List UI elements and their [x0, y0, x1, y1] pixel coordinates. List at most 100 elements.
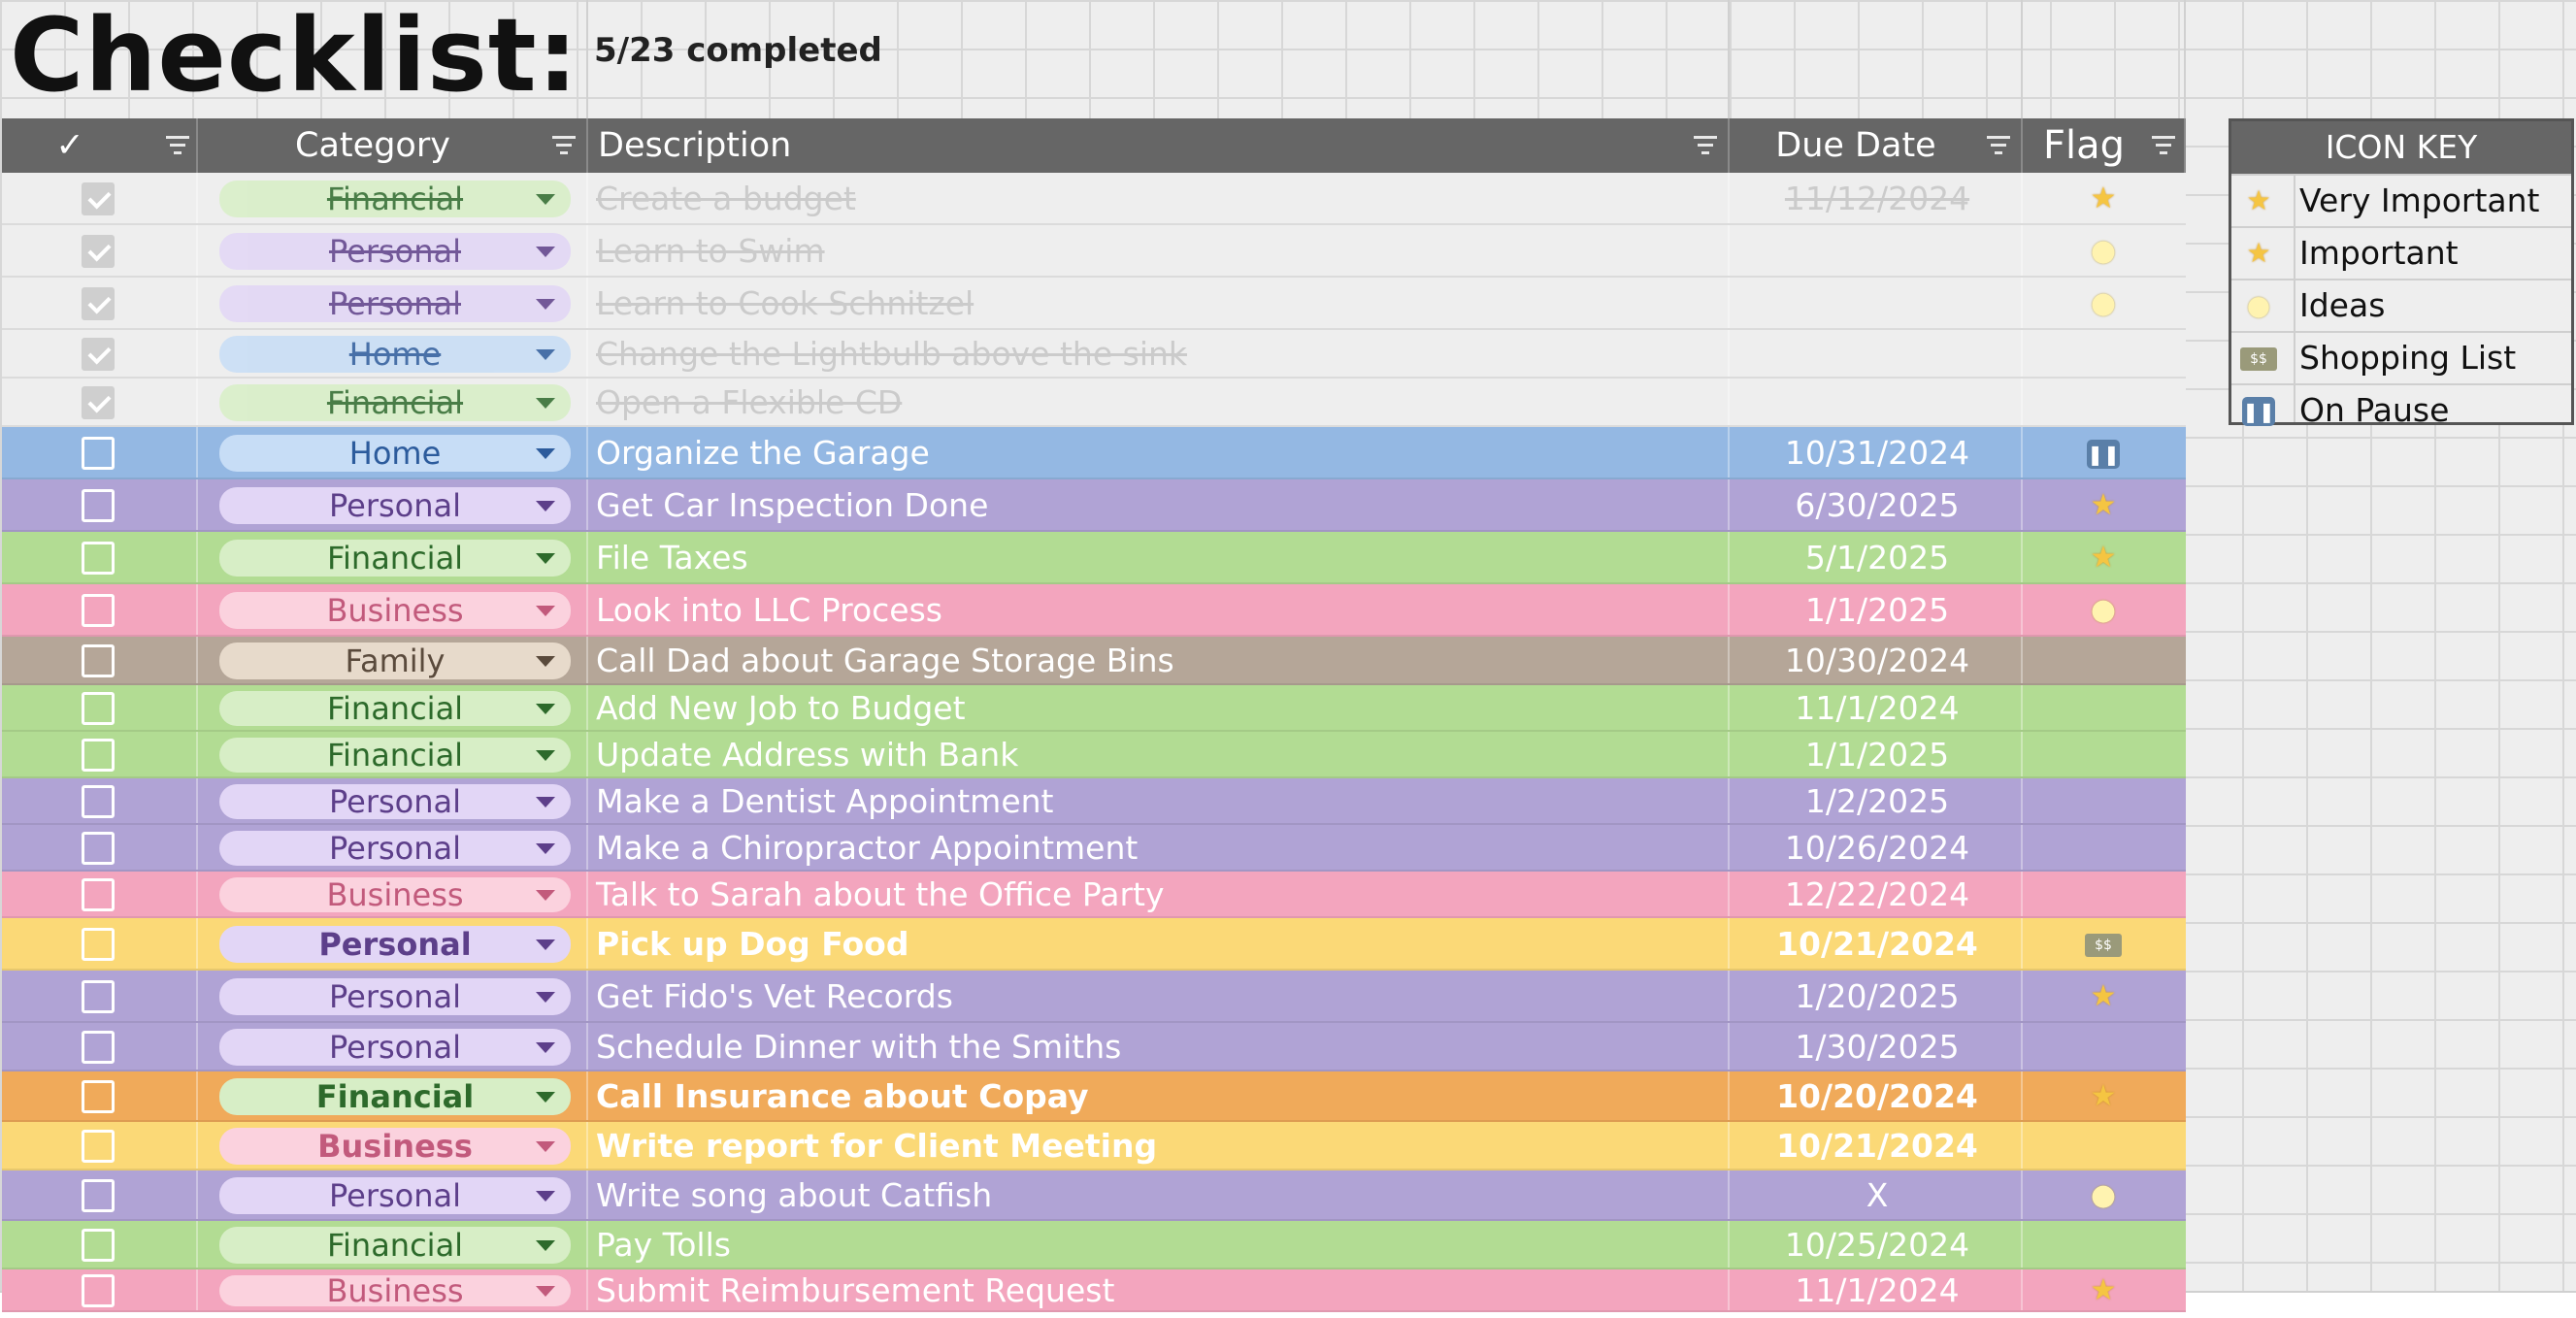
task-description[interactable]: Organize the Garage: [596, 434, 930, 472]
category-dropdown[interactable]: Financial: [219, 738, 571, 773]
task-description[interactable]: Make a Chiropractor Appointment: [596, 829, 1139, 867]
task-description[interactable]: Schedule Dinner with the Smiths: [596, 1028, 1122, 1066]
task-description[interactable]: Create a budget: [596, 180, 856, 217]
task-flag[interactable]: ●: [2081, 1170, 2126, 1221]
task-flag[interactable]: ●: [2081, 584, 2126, 637]
task-description[interactable]: Get Fido's Vet Records: [596, 977, 953, 1015]
task-checkbox[interactable]: [82, 1080, 115, 1113]
task-flag[interactable]: [2081, 732, 2126, 778]
task-flag[interactable]: $$: [2081, 918, 2126, 971]
header-due-date[interactable]: Due Date: [1730, 118, 2023, 173]
task-due-date[interactable]: 12/22/2024: [1784, 875, 1970, 913]
task-flag[interactable]: ★: [2081, 532, 2126, 584]
task-description[interactable]: Make a Dentist Appointment: [596, 782, 1054, 820]
category-dropdown[interactable]: Financial: [219, 1078, 571, 1115]
task-checkbox[interactable]: [82, 489, 115, 522]
filter-icon[interactable]: [551, 136, 577, 155]
task-description[interactable]: Look into LLC Process: [596, 591, 942, 629]
task-due-date[interactable]: 11/1/2024: [1795, 689, 1960, 727]
task-checkbox[interactable]: [82, 594, 115, 627]
task-flag[interactable]: ★: [2081, 971, 2126, 1023]
task-due-date[interactable]: [1732, 379, 2023, 427]
task-due-date[interactable]: 6/30/2025: [1795, 486, 1960, 524]
task-description[interactable]: Add New Job to Budget: [596, 689, 966, 727]
task-checkbox[interactable]: [82, 1031, 115, 1064]
task-flag[interactable]: ❚❚: [2081, 427, 2126, 479]
task-checkbox[interactable]: [82, 832, 115, 865]
category-dropdown[interactable]: Business: [219, 1128, 571, 1165]
task-flag[interactable]: [2081, 1023, 2126, 1071]
task-checkbox[interactable]: [82, 338, 115, 371]
header-check[interactable]: ✓: [2, 118, 198, 173]
filter-icon[interactable]: [165, 136, 190, 155]
filter-icon[interactable]: [2151, 136, 2176, 155]
task-flag[interactable]: ●: [2081, 278, 2126, 330]
category-dropdown[interactable]: Personal: [219, 831, 571, 866]
task-flag[interactable]: [2081, 825, 2126, 872]
task-due-date[interactable]: [1732, 278, 2023, 330]
task-flag[interactable]: [2081, 872, 2126, 918]
task-checkbox[interactable]: [82, 980, 115, 1013]
task-checkbox[interactable]: [82, 1179, 115, 1212]
task-checkbox[interactable]: [82, 542, 115, 575]
task-flag[interactable]: ★: [2081, 479, 2126, 532]
category-dropdown[interactable]: Financial: [219, 691, 571, 726]
category-dropdown[interactable]: Personal: [219, 233, 571, 270]
category-dropdown[interactable]: Business: [219, 877, 571, 912]
task-checkbox[interactable]: [82, 878, 115, 911]
task-description[interactable]: File Taxes: [596, 539, 748, 577]
category-dropdown[interactable]: Business: [219, 1275, 571, 1306]
category-dropdown[interactable]: Personal: [219, 1177, 571, 1214]
header-category[interactable]: Category: [198, 118, 588, 173]
task-due-date[interactable]: 10/26/2024: [1784, 829, 1970, 867]
task-checkbox[interactable]: [82, 739, 115, 772]
task-description[interactable]: Talk to Sarah about the Office Party: [596, 875, 1165, 913]
task-description[interactable]: Call Insurance about Copay: [596, 1077, 1089, 1115]
task-description[interactable]: Write report for Client Meeting: [596, 1127, 1158, 1165]
task-due-date[interactable]: [1732, 330, 2023, 379]
task-flag[interactable]: ●: [2081, 225, 2126, 278]
task-due-date[interactable]: 10/31/2024: [1784, 434, 1970, 472]
category-dropdown[interactable]: Personal: [219, 487, 571, 524]
task-description[interactable]: Pick up Dog Food: [596, 925, 909, 963]
task-checkbox[interactable]: [82, 1229, 115, 1262]
header-description[interactable]: Description: [588, 118, 1730, 173]
header-flag[interactable]: Flag: [2023, 118, 2186, 173]
category-dropdown[interactable]: Financial: [219, 540, 571, 577]
task-description[interactable]: Learn to Cook Schnitzel: [596, 284, 974, 322]
category-dropdown[interactable]: Financial: [219, 1227, 571, 1264]
task-description[interactable]: Update Address with Bank: [596, 736, 1019, 774]
task-checkbox[interactable]: [82, 437, 115, 470]
filter-icon[interactable]: [1693, 136, 1718, 155]
task-flag[interactable]: [2081, 379, 2126, 427]
task-checkbox[interactable]: [82, 287, 115, 320]
category-dropdown[interactable]: Business: [219, 592, 571, 629]
task-checkbox[interactable]: [82, 1130, 115, 1163]
task-checkbox[interactable]: [82, 928, 115, 961]
category-dropdown[interactable]: Financial: [219, 181, 571, 217]
task-flag[interactable]: [2081, 637, 2126, 685]
category-dropdown[interactable]: Personal: [219, 784, 571, 819]
filter-icon[interactable]: [1986, 136, 2011, 155]
task-due-date[interactable]: 1/20/2025: [1795, 977, 1960, 1015]
task-description[interactable]: Call Dad about Garage Storage Bins: [596, 642, 1174, 679]
task-flag[interactable]: [2081, 778, 2126, 825]
task-due-date[interactable]: 10/20/2024: [1776, 1077, 1978, 1115]
task-due-date[interactable]: 1/2/2025: [1804, 782, 1950, 820]
task-description[interactable]: Learn to Swim: [596, 232, 825, 270]
task-checkbox[interactable]: [82, 785, 115, 818]
task-due-date[interactable]: 1/30/2025: [1795, 1028, 1960, 1066]
task-due-date[interactable]: 11/1/2024: [1795, 1271, 1960, 1309]
task-checkbox[interactable]: [82, 235, 115, 268]
task-flag[interactable]: ★: [2081, 173, 2126, 225]
task-due-date[interactable]: 11/12/2024: [1784, 180, 1970, 217]
task-checkbox[interactable]: [82, 182, 115, 215]
task-checkbox[interactable]: [82, 644, 115, 677]
task-due-date[interactable]: 1/1/2025: [1804, 736, 1950, 774]
task-description[interactable]: Change the Lightbulb above the sink: [596, 335, 1188, 373]
task-description[interactable]: Open a Flexible CD: [596, 383, 903, 421]
task-description[interactable]: Write song about Catfish: [596, 1176, 993, 1214]
task-description[interactable]: Submit Reimbursement Request: [596, 1271, 1115, 1309]
task-due-date[interactable]: 10/21/2024: [1776, 1127, 1978, 1165]
category-dropdown[interactable]: Home: [219, 336, 571, 373]
